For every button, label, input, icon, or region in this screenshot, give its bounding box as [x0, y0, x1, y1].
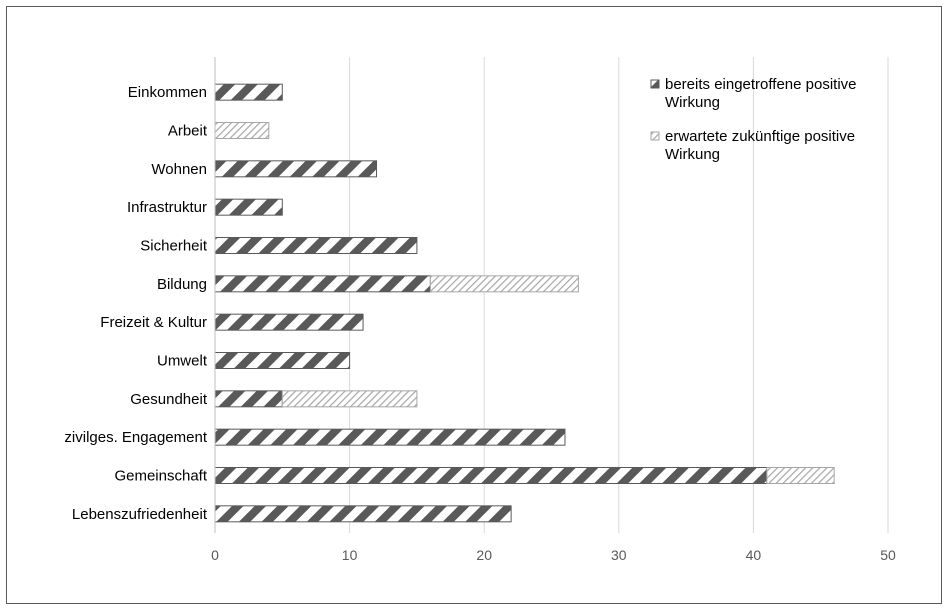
gridlines [349, 57, 889, 533]
chart-frame: 0 10 20 30 40 50 Einkommen Arbeit Wohnen Infrastr… [6, 6, 942, 604]
legend: bereits eingetroffene positive Wirkung e… [650, 76, 857, 163]
category-label: Wohnen [151, 161, 207, 178]
x-tick-label: 40 [746, 547, 762, 563]
legend-swatch-series-1 [650, 79, 660, 89]
bar-series-1 [214, 160, 378, 178]
category-label: zivilges. Engagement [64, 429, 207, 446]
legend-label-series-1-line-2: Wirkung [665, 94, 720, 111]
bar-series-2 [281, 390, 418, 408]
bar-series-2 [214, 122, 270, 139]
x-tick-label: 30 [611, 547, 627, 563]
category-label: Gemeinschaft [114, 468, 207, 485]
x-tick-label: 0 [211, 547, 219, 563]
bar-series-2 [766, 467, 835, 484]
bar-series-1 [214, 198, 283, 216]
bar-series-2 [429, 275, 579, 293]
bar-series-1 [214, 313, 364, 331]
category-label: Sicherheit [140, 238, 208, 255]
bar-series-1 [214, 237, 418, 254]
category-label: Umwelt [157, 353, 208, 370]
category-label: Infrastruktur [127, 199, 207, 216]
category-label: Arbeit [168, 123, 208, 140]
legend-label-series-2-line-2: Wirkung [665, 146, 720, 163]
bar-series-1 [214, 352, 351, 369]
bar-series-1 [214, 428, 566, 446]
axes: 0 10 20 30 40 50 Einkommen Arbeit Wohnen Infrastr… [64, 57, 896, 563]
legend-swatch-series-2 [650, 131, 660, 141]
legend-label-series-1-line-1: bereits eingetroffene positive [665, 76, 857, 93]
x-tick-label: 20 [476, 547, 492, 563]
category-label: Bildung [157, 276, 207, 293]
category-label: Lebenszufriedenheit [72, 506, 208, 523]
bar-chart: 0 10 20 30 40 50 Einkommen Arbeit Wohnen Infrastr… [64, 57, 896, 563]
bars [214, 83, 835, 523]
category-label: Gesundheit [130, 391, 208, 408]
legend-label-series-2-line-1: erwartete zukünftige positive [665, 128, 855, 145]
category-label: Freizeit & Kultur [100, 314, 207, 331]
bar-series-1 [214, 275, 431, 293]
x-tick-label: 50 [880, 547, 896, 563]
bar-series-1 [214, 467, 768, 484]
bar-series-1 [214, 83, 283, 101]
category-label: Einkommen [128, 84, 207, 101]
bar-series-1 [214, 390, 283, 408]
bar-series-1 [214, 505, 512, 523]
x-tick-label: 10 [342, 547, 358, 563]
